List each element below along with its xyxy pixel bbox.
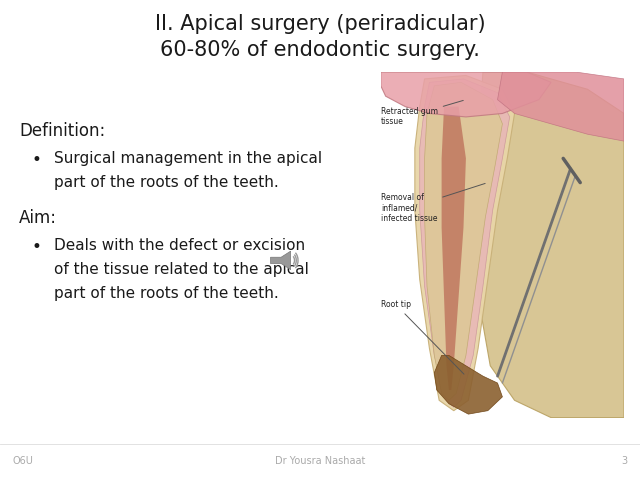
Text: Root tip: Root tip — [381, 300, 464, 374]
Text: O6U: O6U — [13, 456, 34, 466]
Text: 3: 3 — [621, 456, 627, 466]
Text: Removal of
inflamed/
infected tissue: Removal of inflamed/ infected tissue — [381, 183, 485, 223]
Text: Definition:: Definition: — [19, 122, 106, 140]
Text: Surgical management in the apical: Surgical management in the apical — [54, 151, 323, 166]
Polygon shape — [497, 72, 624, 141]
Text: of the tissue related to the apical: of the tissue related to the apical — [54, 262, 309, 276]
Polygon shape — [381, 72, 551, 117]
Polygon shape — [473, 72, 624, 418]
Text: Retracted gum
tissue: Retracted gum tissue — [381, 100, 463, 126]
Text: Aim:: Aim: — [19, 209, 57, 227]
Polygon shape — [415, 75, 515, 411]
Text: Dr Yousra Nashaat: Dr Yousra Nashaat — [275, 456, 365, 466]
Polygon shape — [435, 355, 502, 414]
Text: Deals with the defect or excision: Deals with the defect or excision — [54, 238, 305, 252]
Polygon shape — [442, 107, 466, 390]
Text: II. Apical surgery (periradicular)
60-80% of endodontic surgery.: II. Apical surgery (periradicular) 60-80… — [155, 14, 485, 60]
Text: •: • — [32, 151, 42, 169]
Polygon shape — [420, 79, 509, 407]
Text: •: • — [32, 238, 42, 255]
Text: part of the roots of the teeth.: part of the roots of the teeth. — [54, 286, 279, 300]
Text: part of the roots of the teeth.: part of the roots of the teeth. — [54, 175, 279, 190]
Polygon shape — [424, 83, 502, 400]
Polygon shape — [271, 251, 291, 270]
